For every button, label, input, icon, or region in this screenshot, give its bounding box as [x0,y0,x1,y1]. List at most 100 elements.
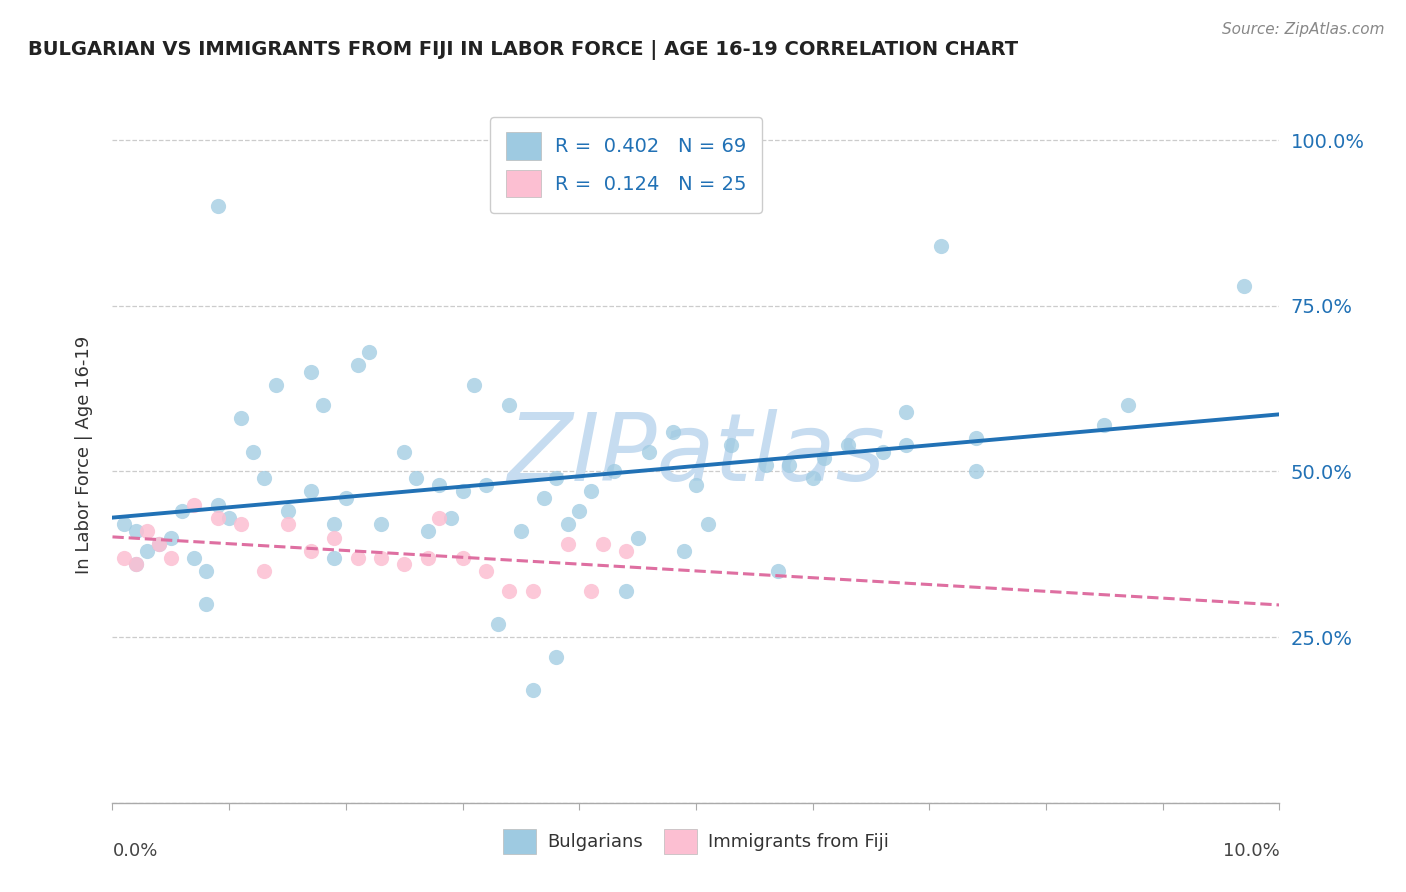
Point [837,438,859,452]
Point [755,458,778,472]
Point [522,583,544,598]
Point [346,550,368,565]
Point [638,444,661,458]
Point [125,558,148,572]
Point [207,199,229,213]
Point [603,465,626,479]
Legend: Bulgarians, Immigrants from Fiji: Bulgarians, Immigrants from Fiji [495,820,897,863]
Point [614,544,637,558]
Text: Source: ZipAtlas.com: Source: ZipAtlas.com [1222,22,1385,37]
Point [229,517,252,532]
Point [872,444,894,458]
Point [451,484,474,499]
Point [370,517,392,532]
Point [136,524,159,538]
Point [557,537,579,551]
Point [394,444,416,458]
Point [218,511,240,525]
Point [323,517,346,532]
Point [405,471,427,485]
Point [463,378,485,392]
Point [299,544,322,558]
Point [323,531,346,545]
Point [229,411,252,425]
Point [1233,279,1256,293]
Point [778,458,800,472]
Point [965,431,987,445]
Point [522,683,544,698]
Point [323,550,346,565]
Point [394,558,416,572]
Point [579,484,602,499]
Point [475,564,498,578]
Point [568,504,591,518]
Point [242,444,264,458]
Point [416,550,439,565]
Point [498,583,520,598]
Point [253,471,276,485]
Point [335,491,357,505]
Point [685,477,707,491]
Point [112,550,135,565]
Point [813,451,835,466]
Point [311,398,333,412]
Point [544,471,567,485]
Point [929,239,952,253]
Point [720,438,742,452]
Point [486,616,509,631]
Point [160,531,183,545]
Point [498,398,520,412]
Point [696,517,718,532]
Point [253,564,276,578]
Point [346,359,368,373]
Point [264,378,287,392]
Point [207,511,229,525]
Point [136,544,159,558]
Point [359,345,381,359]
Point [183,498,205,512]
Point [673,544,696,558]
Point [965,465,987,479]
Point [427,511,450,525]
Point [557,517,579,532]
Point [207,498,229,512]
Text: 0.0%: 0.0% [112,842,157,860]
Point [183,550,205,565]
Point [370,550,392,565]
Point [544,650,567,665]
Y-axis label: In Labor Force | Age 16-19: In Labor Force | Age 16-19 [75,335,93,574]
Point [125,558,148,572]
Point [299,484,322,499]
Text: BULGARIAN VS IMMIGRANTS FROM FIJI IN LABOR FORCE | AGE 16-19 CORRELATION CHART: BULGARIAN VS IMMIGRANTS FROM FIJI IN LAB… [28,40,1018,60]
Point [451,550,474,565]
Point [801,471,824,485]
Text: ZIPatlas: ZIPatlas [508,409,884,500]
Point [1094,418,1116,433]
Point [894,438,917,452]
Point [112,517,135,532]
Point [148,537,170,551]
Point [894,405,917,419]
Point [299,365,322,379]
Point [766,564,789,578]
Point [148,537,170,551]
Point [579,583,602,598]
Point [440,511,463,525]
Point [592,537,614,551]
Point [194,597,217,611]
Point [509,524,531,538]
Text: 10.0%: 10.0% [1223,842,1279,860]
Point [427,477,450,491]
Point [661,425,683,439]
Point [160,550,183,565]
Point [276,517,298,532]
Point [627,531,650,545]
Point [416,524,439,538]
Point [276,504,298,518]
Point [194,564,217,578]
Point [1116,398,1139,412]
Point [475,477,498,491]
Point [172,504,194,518]
Point [533,491,555,505]
Point [125,524,148,538]
